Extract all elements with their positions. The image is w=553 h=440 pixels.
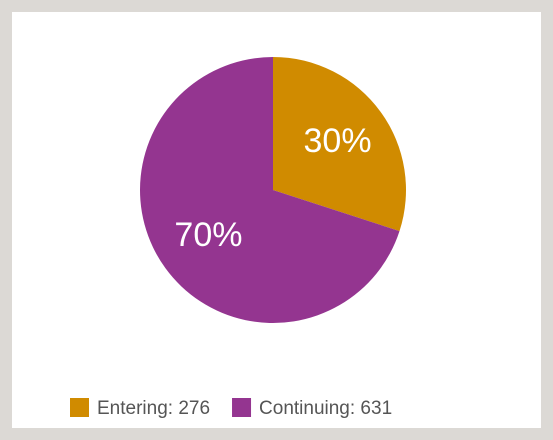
- pie-slice: [273, 57, 406, 232]
- legend-label: Continuing: 631: [259, 398, 392, 419]
- pie-slice: [140, 57, 400, 323]
- legend-swatch: [232, 398, 252, 417]
- legend-swatch: [70, 398, 89, 417]
- value-label: 70%: [174, 216, 242, 254]
- legend-label: Entering: 276: [97, 398, 210, 419]
- value-label: 30%: [304, 122, 372, 160]
